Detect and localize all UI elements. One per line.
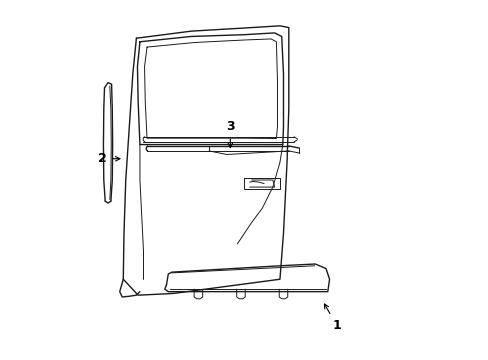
Text: 3: 3 (225, 120, 234, 148)
Text: 2: 2 (98, 152, 120, 165)
Text: 1: 1 (324, 304, 340, 332)
